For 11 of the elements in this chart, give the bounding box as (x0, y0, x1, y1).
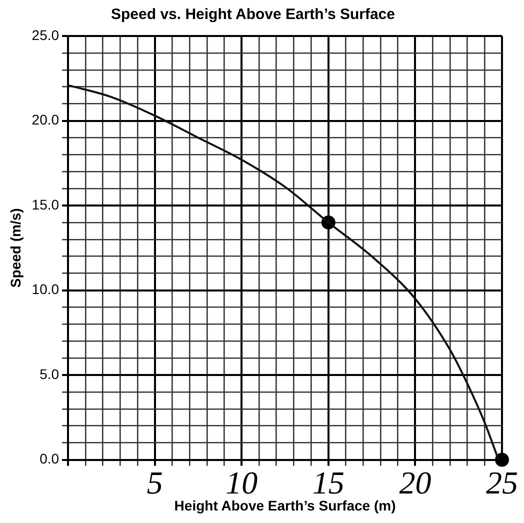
y-axis-title: Speed (m/s) (7, 208, 24, 288)
x-tick-label: 5 (146, 464, 163, 500)
y-tick-label: 5.0 (40, 366, 60, 382)
y-tick-label: 0.0 (40, 450, 60, 467)
y-tick-label: 10.0 (32, 281, 60, 298)
y-tick-label: 25.0 (32, 26, 60, 43)
x-tick-label: 20 (399, 464, 432, 500)
y-tick-label: 15.0 (32, 196, 60, 212)
y-tick-label: 20.0 (32, 112, 60, 128)
chart-title: Speed vs. Height Above Earth’s Surface (111, 6, 395, 24)
x-tick-label: 25 (486, 464, 518, 500)
